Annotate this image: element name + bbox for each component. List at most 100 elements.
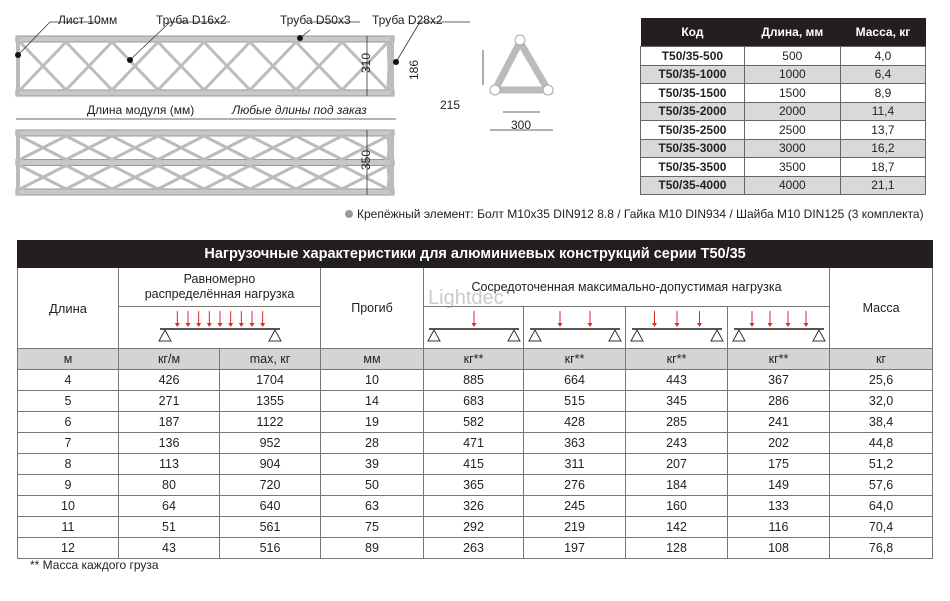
table-cell: 202 (727, 432, 830, 454)
dim-300: 300 (511, 118, 532, 132)
dim-186: 186 (407, 59, 422, 81)
fastener-text: Крепёжный элемент: Болт М10x35 DIN912 8.… (357, 207, 924, 221)
table-cell: 415 (423, 453, 524, 475)
load-diagram-icon (157, 311, 282, 342)
table-cell: 243 (625, 432, 728, 454)
table-cell: 904 (219, 453, 321, 475)
table-cell: 311 (523, 453, 626, 475)
table-cell: 128 (625, 537, 728, 559)
spec-cell: T50/35-500 (640, 46, 745, 66)
spec-row: T50/35-500 500 4,0 (640, 46, 927, 66)
spec-cell: 11,4 (839, 101, 927, 121)
table-cell: 10 (320, 369, 424, 391)
bullet-icon (345, 210, 353, 218)
table-cell: 363 (523, 432, 626, 454)
table-cell: 443 (625, 369, 728, 391)
spec-cell: 500 (743, 46, 841, 66)
col-mass: Масса, кг (840, 18, 926, 47)
table-cell: 197 (523, 537, 626, 559)
load-diagram-icon (427, 311, 521, 342)
spec-cell: 3500 (743, 157, 841, 177)
table-cell: 44,8 (828, 432, 934, 454)
spec-row: T50/35-4000 4000 21,1 (640, 175, 927, 195)
table-cell: 582 (423, 411, 524, 433)
table-cell: 428 (523, 411, 626, 433)
table-cell: 245 (523, 495, 626, 517)
table-cell: 38,4 (828, 411, 934, 433)
load-diagram-icon (731, 311, 826, 342)
table-cell: 113 (118, 453, 220, 475)
table-cell: 175 (727, 453, 830, 475)
spec-cell: T50/35-3500 (640, 157, 745, 177)
load-diagram-icon (527, 311, 622, 342)
table-cell: 184 (625, 474, 728, 496)
spec-cell: T50/35-1500 (640, 83, 745, 103)
table-row: 8 113 904 39 415 311 207 175 51,2 (17, 453, 934, 475)
table-cell: 63 (320, 495, 424, 517)
spec-cell: T50/35-4000 (640, 175, 745, 195)
spec-cell: 8,9 (839, 83, 927, 103)
col-deflection: Прогиб (320, 267, 424, 349)
load-table: Нагрузочные характеристики для алюминиев… (16, 240, 934, 559)
footnote: ** Масса каждого груза (30, 558, 159, 572)
table-cell: 4 (17, 369, 119, 391)
dim-310: 310 (359, 52, 374, 74)
unit-cell: кг** (423, 348, 524, 370)
point-load-diagram-2 (523, 306, 626, 349)
table-cell: 241 (727, 411, 830, 433)
dim-350: 350 (359, 149, 374, 171)
spec-cell: T50/35-3000 (640, 138, 745, 158)
table-cell: 365 (423, 474, 524, 496)
spec-row: T50/35-3000 3000 16,2 (640, 138, 927, 158)
table-cell: 640 (219, 495, 321, 517)
spec-cell: T50/35-2000 (640, 101, 745, 121)
spec-cell: 1500 (743, 83, 841, 103)
table-cell: 136 (118, 432, 220, 454)
table-cell: 70,4 (828, 516, 934, 538)
label-tube-small: Труба D16x2 (156, 13, 227, 27)
spec-row: T50/35-2000 2000 11,4 (640, 101, 927, 121)
table-row: 10 64 640 63 326 245 160 133 64,0 (17, 495, 934, 517)
table-cell: 14 (320, 390, 424, 412)
table-cell: 271 (118, 390, 220, 412)
unit-cell: кг/м (118, 348, 220, 370)
col-length: Длина, мм (744, 18, 841, 47)
table-row: 9 80 720 50 365 276 184 149 57,6 (17, 474, 934, 496)
unit-cell: м (17, 348, 119, 370)
table-cell: 286 (727, 390, 830, 412)
dim-215: 215 (440, 98, 461, 112)
spec-cell: 13,7 (839, 120, 927, 140)
spec-cell: 2500 (743, 120, 841, 140)
table-cell: 1122 (219, 411, 321, 433)
table-cell: 160 (625, 495, 728, 517)
table-cell: 345 (625, 390, 728, 412)
table-cell: 561 (219, 516, 321, 538)
table-cell: 133 (727, 495, 830, 517)
spec-cell: 16,2 (839, 138, 927, 158)
table-cell: 80 (118, 474, 220, 496)
table-cell: 885 (423, 369, 524, 391)
table-cell: 51 (118, 516, 220, 538)
table-cell: 7 (17, 432, 119, 454)
table-cell: 43 (118, 537, 220, 559)
spec-row: T50/35-1500 1500 8,9 (640, 83, 927, 103)
table-row: 11 51 561 75 292 219 142 116 70,4 (17, 516, 934, 538)
table-cell: 219 (523, 516, 626, 538)
table-cell: 32,0 (828, 390, 934, 412)
label-tube-main: Труба D50x3 (280, 13, 351, 27)
load-diagram-icon (629, 311, 724, 342)
table-row: 6 187 1122 19 582 428 285 241 38,4 (17, 411, 934, 433)
table-cell: 142 (625, 516, 728, 538)
table-cell: 8 (17, 453, 119, 475)
col-mass: Масса (828, 267, 934, 349)
table-cell: 1355 (219, 390, 321, 412)
col-uniform: Равномерно распределённая нагрузка (118, 267, 321, 307)
spec-table: Код Длина, мм Масса, кг T50/35-500 500 4,0… (640, 18, 927, 195)
table-cell: 116 (727, 516, 830, 538)
unit-cell: max, кг (219, 348, 321, 370)
point-load-diagram-1 (423, 306, 524, 349)
table-cell: 515 (523, 390, 626, 412)
table-cell: 952 (219, 432, 321, 454)
table-cell: 64,0 (828, 495, 934, 517)
spec-row: T50/35-2500 2500 13,7 (640, 120, 927, 140)
